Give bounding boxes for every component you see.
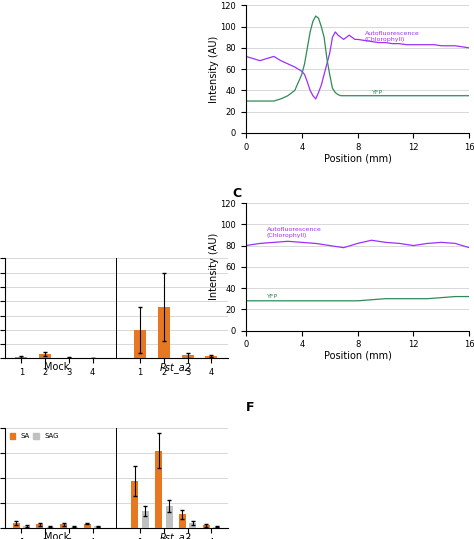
Text: YFP: YFP xyxy=(372,89,383,95)
Text: C: C xyxy=(232,188,241,201)
Text: YFP: YFP xyxy=(267,294,278,299)
Bar xyxy=(179,515,186,528)
Text: Mock: Mock xyxy=(45,362,70,372)
X-axis label: Position (mm): Position (mm) xyxy=(324,153,392,163)
Text: Mock: Mock xyxy=(45,532,70,539)
Text: B: B xyxy=(232,0,241,3)
Text: Pst_a2: Pst_a2 xyxy=(160,362,192,373)
Bar xyxy=(158,307,170,358)
Bar xyxy=(94,527,101,528)
Bar xyxy=(60,524,67,528)
Bar xyxy=(23,526,30,528)
Bar xyxy=(142,511,149,528)
Bar xyxy=(39,354,51,358)
Text: F: F xyxy=(246,400,255,414)
Bar xyxy=(84,524,91,528)
Bar xyxy=(189,523,196,528)
Text: Autofluorescence
(Chlorophyll): Autofluorescence (Chlorophyll) xyxy=(267,227,322,238)
Bar xyxy=(16,357,27,358)
Bar xyxy=(13,523,20,528)
Bar xyxy=(213,527,220,528)
Bar xyxy=(206,356,218,358)
Text: Autofluorescence
(Chlorophyll): Autofluorescence (Chlorophyll) xyxy=(365,31,419,42)
Bar xyxy=(165,506,173,528)
Bar xyxy=(155,451,162,528)
Legend: SA, SAG: SA, SAG xyxy=(8,432,60,441)
Y-axis label: Intensity (AU): Intensity (AU) xyxy=(209,36,219,103)
Bar xyxy=(36,524,44,528)
Text: Pst_a2: Pst_a2 xyxy=(160,532,192,539)
Bar xyxy=(203,525,210,528)
Bar xyxy=(134,330,146,358)
X-axis label: Position (mm): Position (mm) xyxy=(324,351,392,361)
Bar xyxy=(47,527,54,528)
Bar xyxy=(71,527,78,528)
Bar xyxy=(182,355,193,358)
Bar xyxy=(131,481,138,528)
Y-axis label: Intensity (AU): Intensity (AU) xyxy=(209,233,219,300)
